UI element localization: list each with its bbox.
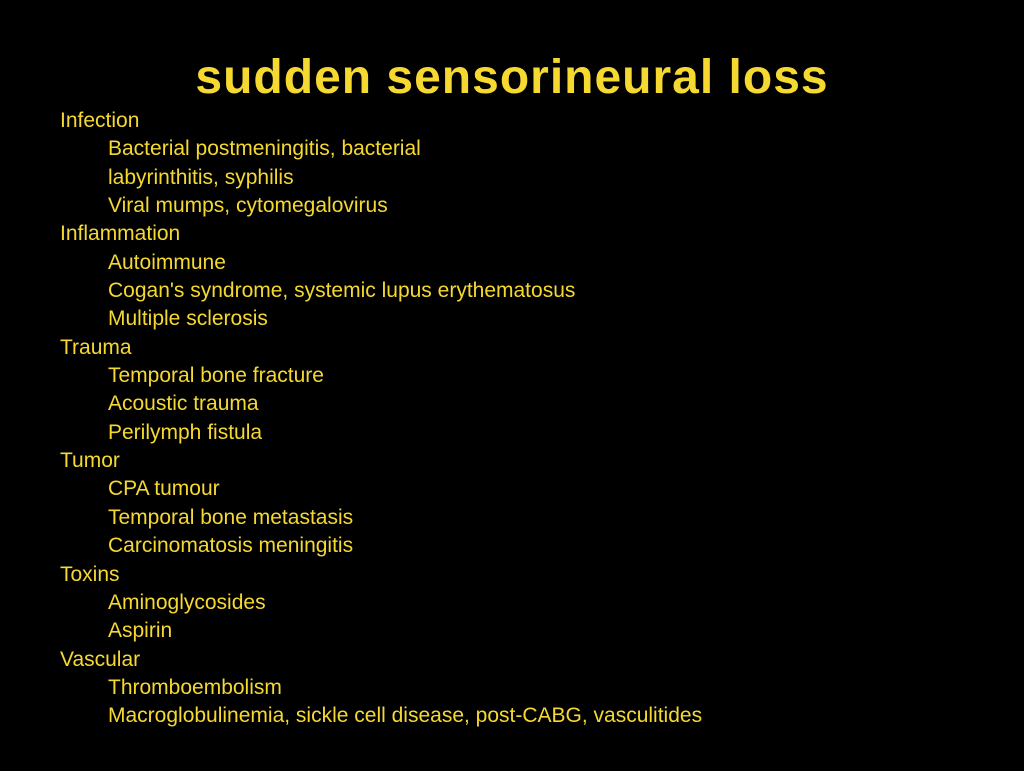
category-heading: Toxins	[60, 561, 964, 589]
slide-container: sudden sensorineural loss Infection Bact…	[0, 0, 1024, 771]
slide-content: Infection Bacterial postmeningitis, bact…	[60, 107, 964, 731]
list-item: Bacterial postmeningitis, bacterial	[108, 135, 964, 163]
list-item: Temporal bone fracture	[108, 362, 964, 390]
list-item: CPA tumour	[108, 475, 964, 503]
list-item: Temporal bone metastasis	[108, 504, 964, 532]
list-item: Viral mumps, cytomegalovirus	[108, 192, 964, 220]
list-item: Aminoglycosides	[108, 589, 964, 617]
slide-title: sudden sensorineural loss	[60, 50, 964, 105]
list-item: Carcinomatosis meningitis	[108, 532, 964, 560]
list-item: Aspirin	[108, 617, 964, 645]
list-item: Macroglobulinemia, sickle cell disease, …	[108, 702, 964, 730]
category-heading: Trauma	[60, 334, 964, 362]
category-heading: Infection	[60, 107, 964, 135]
category-heading: Inflammation	[60, 220, 964, 248]
list-item: Multiple sclerosis	[108, 305, 964, 333]
category-heading: Vascular	[60, 646, 964, 674]
list-item: Cogan's syndrome, systemic lupus erythem…	[108, 277, 964, 305]
category-heading: Tumor	[60, 447, 964, 475]
list-item: labyrinthitis, syphilis	[108, 164, 964, 192]
list-item: Thromboembolism	[108, 674, 964, 702]
list-item: Perilymph fistula	[108, 419, 964, 447]
list-item: Acoustic trauma	[108, 390, 964, 418]
list-item: Autoimmune	[108, 249, 964, 277]
